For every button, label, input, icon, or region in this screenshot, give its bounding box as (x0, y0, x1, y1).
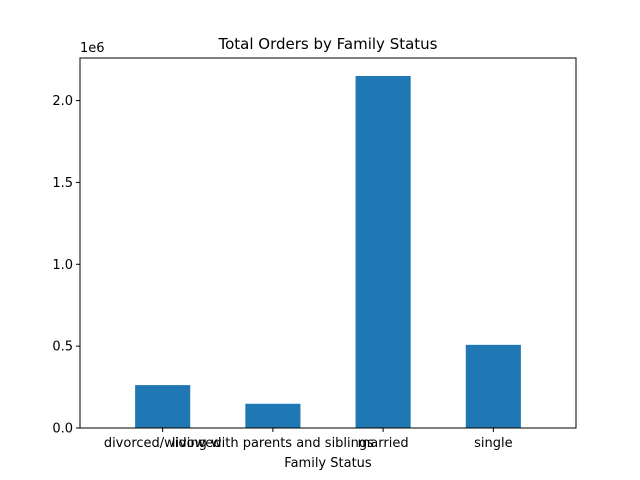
bars-group (135, 76, 521, 428)
y-tick-label-4: 2.0 (52, 94, 73, 109)
chart-title: Total Orders by Family Status (217, 35, 437, 53)
x-tick-label-0: divorced/widowed (104, 436, 222, 451)
x-tick-label-3: single (474, 436, 513, 451)
y-tick-label-0: 0.0 (52, 422, 73, 437)
bar-1 (245, 403, 301, 428)
x-tick-label-2: married (358, 436, 409, 451)
x-tick-label-1: living with parents and siblings (172, 436, 374, 451)
y-tick-label-1: 0.5 (52, 340, 73, 355)
plot-frame (79, 57, 577, 429)
bar-0 (135, 385, 191, 428)
y-axis: 0.0 0.5 1.0 1.5 2.0 (52, 94, 80, 437)
y-scale-label: 1e6 (80, 41, 105, 56)
bar-2 (355, 76, 411, 428)
x-axis-title: Family Status (284, 456, 372, 471)
y-tick-label-2: 1.0 (52, 258, 73, 273)
bar-3 (465, 344, 521, 428)
y-tick-label-3: 1.5 (52, 176, 73, 191)
